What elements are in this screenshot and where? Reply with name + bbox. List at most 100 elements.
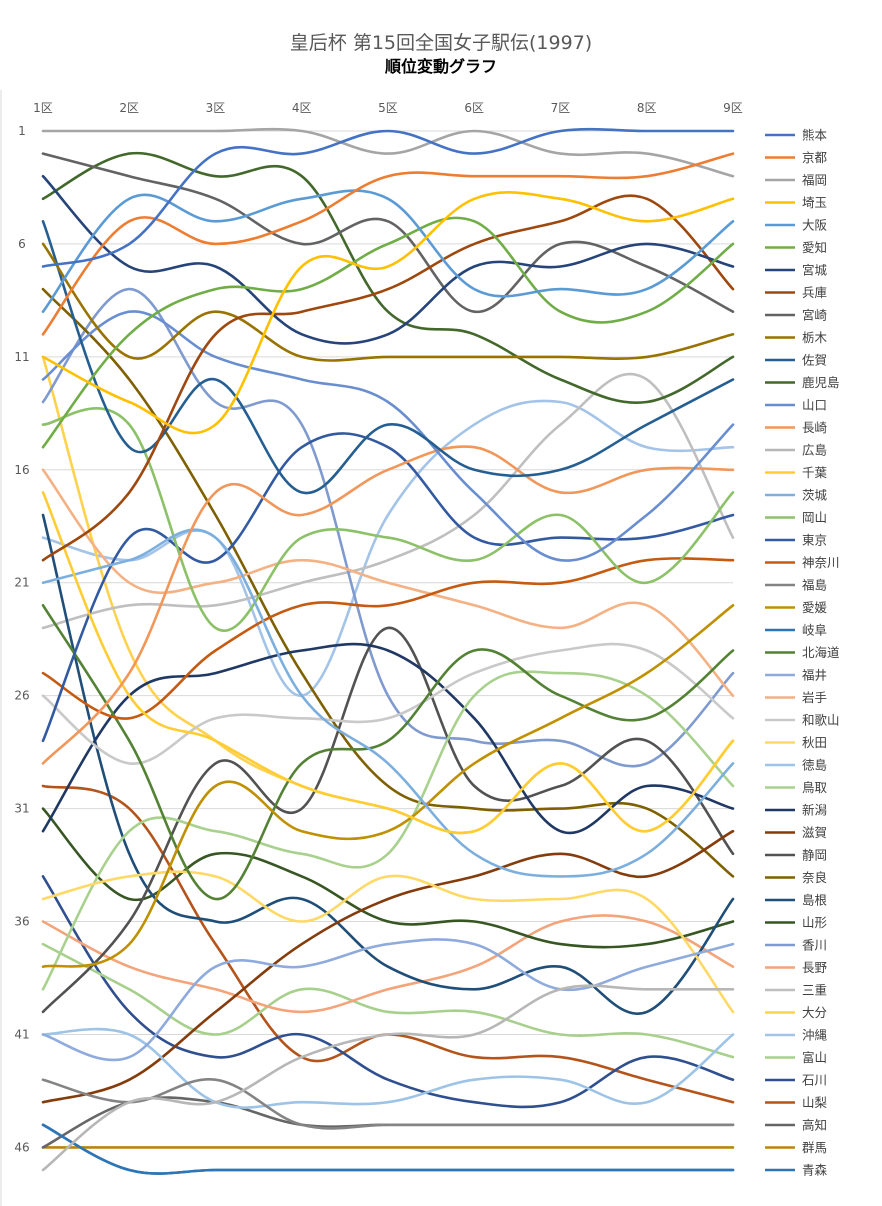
series-line bbox=[41, 1123, 735, 1175]
series-line bbox=[41, 287, 735, 878]
legend-label: 沖縄 bbox=[802, 1028, 828, 1043]
series-line bbox=[41, 151, 735, 404]
legend-label: 埼玉 bbox=[802, 195, 827, 210]
series-line bbox=[41, 220, 735, 495]
series-line bbox=[41, 242, 735, 362]
x-tick-label: 9区 bbox=[723, 101, 743, 115]
legend-label: 東京 bbox=[802, 533, 827, 548]
legend-label: 栃木 bbox=[802, 330, 828, 345]
legend-label: 群馬 bbox=[802, 1140, 827, 1155]
series-line bbox=[41, 938, 735, 1062]
legend-label: 福島 bbox=[802, 578, 827, 593]
series-line bbox=[41, 191, 735, 435]
legend-label: 三重 bbox=[802, 983, 827, 998]
legend-label: 兵庫 bbox=[802, 285, 827, 300]
series-line bbox=[41, 870, 735, 1014]
legend-label: 福岡 bbox=[802, 173, 827, 188]
legend-label: 鳥取 bbox=[802, 780, 828, 795]
y-tick-label: 16 bbox=[14, 463, 29, 477]
y-tick-label: 41 bbox=[14, 1027, 29, 1041]
series-line bbox=[41, 942, 735, 1059]
y-tick-label: 31 bbox=[14, 802, 29, 816]
x-tick-label: 7区 bbox=[551, 101, 571, 115]
legend-label: 岡山 bbox=[802, 510, 827, 525]
legend-label: 富山 bbox=[802, 1050, 827, 1065]
legend-label: 山口 bbox=[802, 398, 827, 413]
series-line bbox=[41, 604, 735, 968]
legend-label: 青森 bbox=[802, 1163, 828, 1178]
series-line bbox=[41, 1078, 735, 1130]
y-tick-label: 1 bbox=[18, 124, 26, 138]
legend-label: 熊本 bbox=[802, 128, 828, 143]
series-line bbox=[41, 528, 735, 878]
series-line bbox=[41, 829, 735, 1104]
legend-label: 大分 bbox=[802, 1005, 827, 1020]
x-tick-label: 5区 bbox=[378, 101, 398, 115]
x-tick-label: 3区 bbox=[206, 101, 226, 115]
series-line bbox=[41, 372, 735, 630]
legend-label: 山形 bbox=[802, 915, 828, 930]
legend-label: 徳島 bbox=[802, 758, 827, 773]
series-line bbox=[41, 407, 735, 632]
legend-label: 神奈川 bbox=[802, 555, 840, 570]
series-line bbox=[41, 310, 735, 562]
series-line bbox=[41, 1096, 735, 1149]
x-tick-labels: 1区 2区 3区 4区 5区 6区 7区 8区 9区 bbox=[33, 101, 743, 115]
legend-label: 秋田 bbox=[802, 735, 827, 750]
legend-label: 静岡 bbox=[802, 848, 827, 863]
legend-label: 福井 bbox=[802, 668, 827, 683]
legend-label: 北海道 bbox=[802, 645, 840, 660]
x-tick-label: 2区 bbox=[119, 101, 139, 115]
legend-label: 長崎 bbox=[802, 420, 828, 435]
y-tick-label: 26 bbox=[14, 689, 29, 703]
legend-label: 佐賀 bbox=[802, 353, 827, 368]
x-tick-label: 6区 bbox=[464, 101, 484, 115]
series-line bbox=[41, 784, 735, 1104]
legend-label: 大阪 bbox=[802, 218, 828, 233]
series-line bbox=[41, 468, 735, 697]
legend-label: 香川 bbox=[802, 938, 827, 953]
series-line bbox=[41, 432, 735, 743]
legend: 熊本京都福岡埼玉大阪愛知宮城兵庫宮崎栃木佐賀鹿児島山口長崎広島千葉茨城岡山東京神… bbox=[765, 128, 840, 1178]
y-tick-label: 6 bbox=[18, 237, 26, 251]
legend-label: 和歌山 bbox=[802, 713, 840, 728]
series-line bbox=[41, 189, 735, 313]
series-line bbox=[41, 914, 735, 1014]
series-line bbox=[41, 670, 735, 991]
legend-label: 岐阜 bbox=[802, 623, 827, 638]
y-tick-label: 46 bbox=[14, 1140, 29, 1154]
x-tick-label: 4区 bbox=[292, 101, 312, 115]
series-line bbox=[41, 445, 735, 765]
series-line bbox=[41, 984, 735, 1172]
legend-label: 千葉 bbox=[802, 465, 828, 480]
legend-label: 京都 bbox=[802, 150, 828, 165]
legend-label: 山梨 bbox=[802, 1095, 828, 1110]
legend-label: 鹿児島 bbox=[802, 375, 840, 390]
series-line bbox=[41, 642, 735, 765]
chart-title: 皇后杯 第15回全国女子駅伝(1997) bbox=[289, 32, 593, 54]
legend-label: 長野 bbox=[802, 960, 828, 975]
series-line bbox=[41, 216, 735, 449]
series-line bbox=[41, 491, 735, 835]
y-tick-label: 11 bbox=[14, 350, 29, 364]
legend-label: 島根 bbox=[802, 893, 828, 908]
legend-label: 愛知 bbox=[802, 240, 827, 255]
legend-label: 宮城 bbox=[802, 263, 828, 278]
series-lines bbox=[41, 127, 735, 1175]
series-line bbox=[41, 194, 735, 562]
y-tick-label: 36 bbox=[14, 915, 29, 929]
legend-label: 岩手 bbox=[802, 690, 827, 705]
legend-label: 広島 bbox=[802, 443, 827, 458]
legend-label: 高知 bbox=[802, 1118, 827, 1133]
x-tick-label: 8区 bbox=[637, 101, 657, 115]
series-line bbox=[41, 399, 735, 698]
legend-label: 奈良 bbox=[802, 870, 827, 885]
chart-subtitle: 順位変動グラフ bbox=[384, 57, 497, 76]
legend-label: 茨城 bbox=[802, 488, 828, 503]
legend-label: 石川 bbox=[802, 1073, 827, 1088]
x-tick-label: 1区 bbox=[33, 101, 53, 115]
legend-label: 滋賀 bbox=[802, 825, 827, 840]
series-line bbox=[41, 152, 735, 336]
series-line bbox=[41, 127, 735, 178]
